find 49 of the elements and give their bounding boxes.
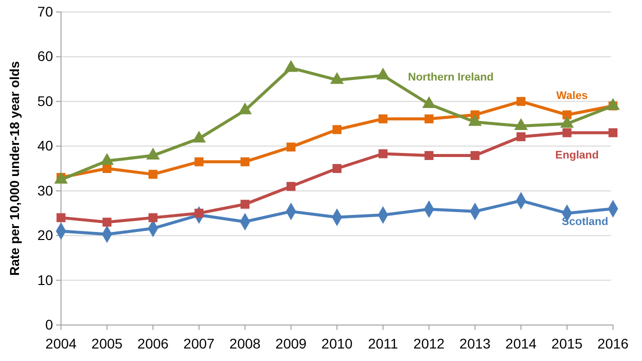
- point: [332, 125, 342, 134]
- x-tick-label: 2015: [551, 335, 583, 352]
- y-tick-label: 70: [37, 3, 54, 20]
- point: [102, 164, 112, 173]
- x-tick-label: 2009: [275, 335, 307, 352]
- point: [424, 151, 434, 160]
- point: [516, 96, 526, 106]
- x-tick-label: 2014: [505, 335, 537, 352]
- point: [194, 157, 204, 166]
- y-tick-label: 0: [45, 316, 54, 332]
- point: [240, 200, 250, 209]
- point: [148, 170, 158, 179]
- series-label: Scotland: [562, 216, 608, 228]
- point: [562, 110, 572, 120]
- point: [286, 142, 296, 152]
- x-tick-label: 2010: [321, 335, 353, 352]
- point: [378, 149, 388, 158]
- series-label: England: [555, 150, 599, 162]
- point: [194, 208, 204, 218]
- y-tick-label: 10: [37, 272, 54, 288]
- y-tick-label: 40: [37, 138, 54, 154]
- point: [102, 218, 112, 227]
- series-label: Wales: [556, 90, 588, 102]
- y-tick-label: 50: [37, 92, 54, 109]
- point: [608, 128, 618, 138]
- point: [240, 157, 250, 166]
- point: [562, 128, 572, 138]
- point: [378, 114, 388, 124]
- x-tick-label: 2013: [459, 335, 491, 352]
- point: [148, 213, 158, 222]
- point: [56, 213, 66, 222]
- point: [286, 182, 296, 191]
- x-tick-label: 2007: [183, 335, 215, 352]
- x-tick-label: 2016: [597, 335, 629, 352]
- y-tick-label: 20: [37, 227, 54, 244]
- series-label: Northern Ireland: [408, 71, 494, 84]
- x-tick-label: 2005: [91, 335, 123, 352]
- y-tick-label: 60: [37, 48, 54, 64]
- x-tick-label: 2012: [413, 335, 445, 352]
- y-tick-label: 30: [37, 182, 54, 198]
- point: [424, 114, 434, 124]
- x-tick-label: 2004: [45, 335, 77, 352]
- x-tick-label: 2006: [137, 335, 169, 352]
- point: [516, 132, 526, 142]
- x-tick-label: 2008: [229, 335, 261, 352]
- x-tick-label: 2011: [368, 335, 398, 352]
- point: [470, 151, 480, 160]
- y-axis-title: Rate per 10,000 under-18 year olds: [7, 61, 22, 276]
- point: [332, 164, 342, 173]
